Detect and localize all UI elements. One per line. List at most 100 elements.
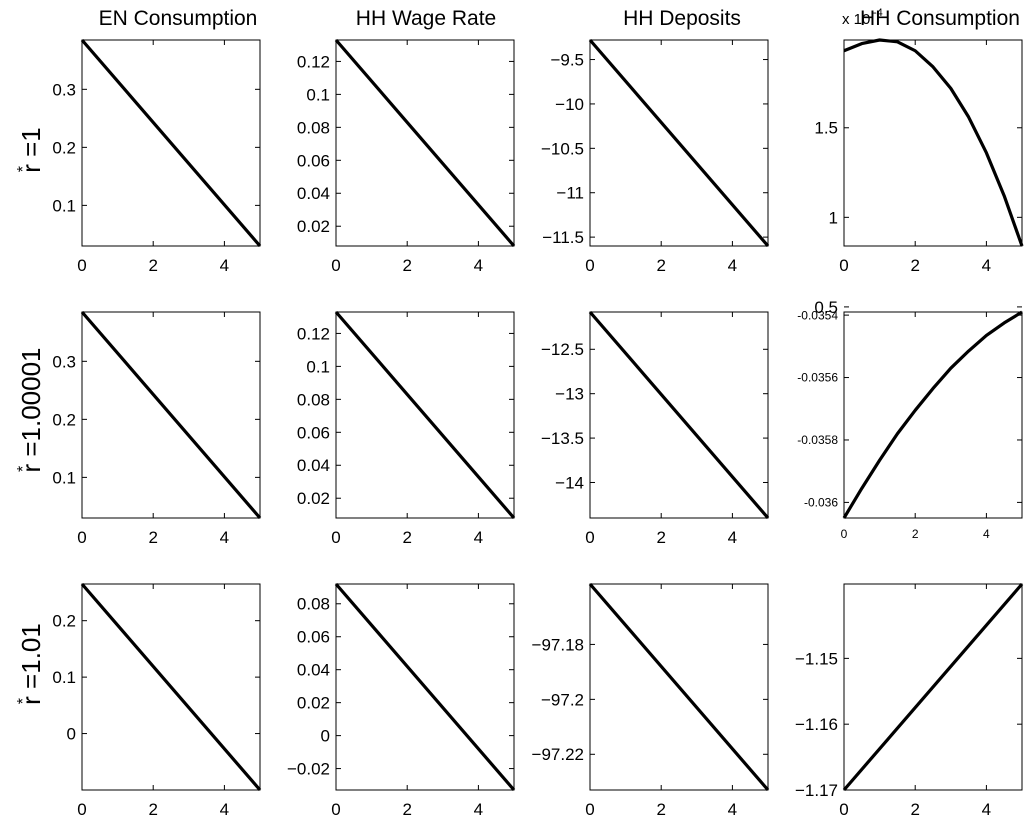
series-line	[843, 38, 1024, 247]
y-tick-label: 0.08	[297, 390, 330, 409]
x-tick-label: 2	[912, 527, 919, 541]
row-label-3: * r =1.01	[4, 623, 46, 705]
x-tick-label: 0	[77, 800, 86, 819]
x-tick-label: 0	[841, 527, 848, 541]
series-line	[842, 310, 1023, 519]
axes-box	[81, 311, 261, 519]
y-tick-label: 0	[321, 727, 330, 746]
svg-text:* r =1.00001: * r =1.00001	[4, 347, 46, 472]
y-tick-label: 0.1	[52, 468, 76, 487]
x-tick-label: 4	[220, 256, 229, 275]
axes-box	[589, 583, 769, 791]
y-tick-label: 0.12	[297, 52, 330, 71]
axes-box	[589, 39, 769, 247]
exponent-label: x 10 -4	[842, 7, 883, 28]
y-tick-label: −14	[555, 473, 584, 492]
axes-box	[843, 583, 1023, 791]
x-tick-label: 4	[983, 527, 990, 541]
panel-r3-c3: 0 2 4 −97.22 −97.2 −97.18	[532, 582, 770, 819]
x-tick-label: 2	[402, 800, 411, 819]
y-tick-label: −0.02	[287, 760, 330, 779]
x-tick-label: 2	[148, 256, 157, 275]
panel-r1-c1: 0 2 4 0.1 0.2 0.3	[52, 38, 262, 275]
y-tick-label: -0.0356	[797, 371, 838, 385]
y-tick-label: 0.2	[52, 410, 76, 429]
row-label-1-text: r =1	[16, 127, 46, 173]
x-tick-label: 0	[77, 528, 86, 547]
series-line	[80, 310, 262, 520]
y-tick-label: -0.0358	[797, 433, 838, 447]
panel-r1-c2: 0 2 4 0.02 0.04 0.06 0.08 0.1 0.12	[297, 38, 516, 275]
panel-r1-c4: 0 2 4 0.5 1 1.5	[814, 38, 1024, 317]
axes-box	[335, 39, 515, 247]
series-line	[80, 582, 262, 792]
y-tick-label: 0	[67, 725, 76, 744]
row-label-3-text: r =1.01	[16, 623, 46, 705]
exponent-base: x 10	[842, 11, 870, 28]
panel-r3-c1: 0 2 4 0 0.1 0.2	[52, 582, 262, 819]
axes-box	[335, 311, 515, 519]
x-tick-label: 0	[331, 256, 340, 275]
series-line	[588, 38, 770, 248]
y-tick-label: −1.16	[795, 715, 838, 734]
y-tick-label: −12.5	[541, 340, 584, 359]
y-tick-label: 0.3	[52, 352, 76, 371]
y-tick-label: −11	[556, 184, 584, 203]
y-tick-label: 0.02	[297, 217, 330, 236]
x-tick-label: 0	[839, 800, 848, 819]
panel-r2-c3: 0 2 4 −14 −13.5 −13 −12.5	[541, 310, 770, 547]
svg-text:* r =1: * r =1	[4, 127, 46, 173]
series-line	[334, 38, 516, 248]
y-tick-label: −1.17	[795, 781, 838, 800]
y-tick-label: −1.15	[795, 649, 838, 668]
row-label-1-sup: *	[15, 166, 32, 172]
x-tick-label: 0	[585, 256, 594, 275]
series-line	[80, 38, 262, 248]
column-title-hh-consumption: HH Consumption	[860, 7, 1020, 30]
y-tick-label: 0.5	[814, 298, 838, 317]
panel-r2-c1: 0 2 4 0.1 0.2 0.3	[52, 310, 262, 547]
x-tick-label: 0	[331, 528, 340, 547]
axes-box	[81, 39, 261, 247]
x-tick-label: 2	[910, 800, 919, 819]
y-tick-label: -0.036	[804, 496, 838, 510]
x-tick-label: 4	[474, 800, 483, 819]
axes-box	[589, 311, 769, 519]
row-label-1: * r =1	[4, 127, 46, 173]
x-tick-label: 4	[474, 528, 483, 547]
panel-r2-c4: 0 2 4 -0.036 -0.0358 -0.0356 -0.0354	[797, 308, 1023, 541]
x-tick-label: 4	[728, 256, 737, 275]
x-tick-label: 0	[331, 800, 340, 819]
x-tick-label: 0	[839, 256, 848, 275]
y-tick-label: −10	[555, 95, 584, 114]
y-tick-label: 0.2	[52, 612, 76, 631]
y-tick-label: 1	[829, 208, 838, 227]
x-tick-label: 2	[656, 800, 665, 819]
column-title-hh-deposits: HH Deposits	[623, 7, 741, 30]
x-tick-label: 0	[585, 528, 594, 547]
y-tick-label: 0.1	[52, 668, 76, 687]
x-tick-label: 0	[77, 256, 86, 275]
y-tick-label: 0.3	[52, 80, 76, 99]
x-tick-label: 2	[402, 528, 411, 547]
row-label-3-sup: *	[15, 698, 32, 704]
y-tick-label: -0.0354	[797, 308, 838, 322]
series-line	[588, 310, 770, 520]
y-tick-label: 0.06	[297, 628, 330, 647]
series-line	[588, 582, 770, 792]
panel-r2-c2: 0 2 4 0.02 0.04 0.06 0.08 0.1 0.12	[297, 310, 516, 547]
panel-r1-c3: 0 2 4 −11.5 −11 −10.5 −10 −9.5	[541, 38, 770, 275]
axes-box	[81, 583, 261, 791]
x-tick-label: 4	[982, 256, 991, 275]
x-tick-label: 0	[585, 800, 594, 819]
x-tick-label: 4	[220, 800, 229, 819]
x-tick-label: 2	[148, 800, 157, 819]
y-tick-label: −13	[555, 385, 584, 404]
svg-text:* r =1.01: * r =1.01	[4, 623, 46, 705]
axes-box	[843, 39, 1023, 247]
x-tick-label: 4	[728, 800, 737, 819]
x-tick-label: 4	[982, 800, 991, 819]
y-tick-label: −11.5	[542, 228, 584, 247]
y-tick-label: 0.1	[306, 85, 330, 104]
